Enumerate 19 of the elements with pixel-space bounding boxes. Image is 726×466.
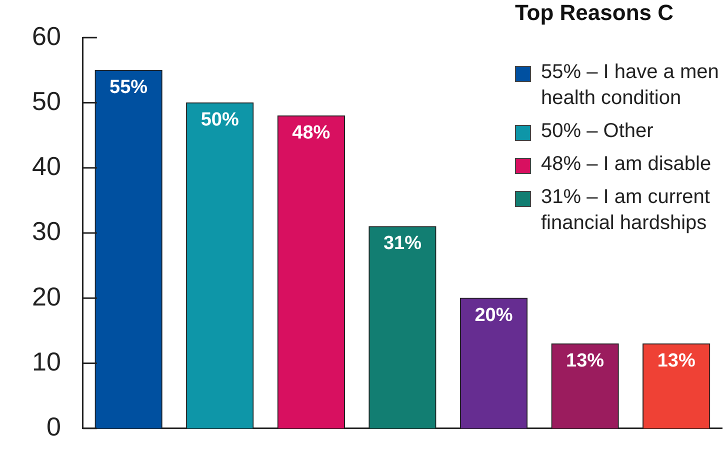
chart-title: Top Reasons C xyxy=(515,0,674,26)
legend-label: 55% – I have a men health condition xyxy=(541,60,720,111)
y-tick-label: 60 xyxy=(32,20,61,51)
y-tick-label: 10 xyxy=(32,346,61,376)
data-label: 50% xyxy=(200,109,239,130)
data-label: 13% xyxy=(657,350,696,372)
data-label: 20% xyxy=(474,304,513,326)
y-tick-label: 40 xyxy=(32,151,61,182)
y-tick-label: 30 xyxy=(32,216,61,246)
y-tick-label: 0 xyxy=(46,412,61,442)
y-tick-label: 50 xyxy=(32,86,61,116)
legend-label: 48% – I am disable xyxy=(541,152,712,177)
data-label: 31% xyxy=(383,233,422,254)
legend-label: 31% – I am current financial hardships xyxy=(541,185,711,236)
legend-label: 50% – Other xyxy=(541,119,654,144)
data-label: 48% xyxy=(292,122,330,144)
data-label: 55% xyxy=(110,76,148,98)
data-label: 13% xyxy=(566,350,604,372)
y-tick-label: 20 xyxy=(32,281,61,312)
